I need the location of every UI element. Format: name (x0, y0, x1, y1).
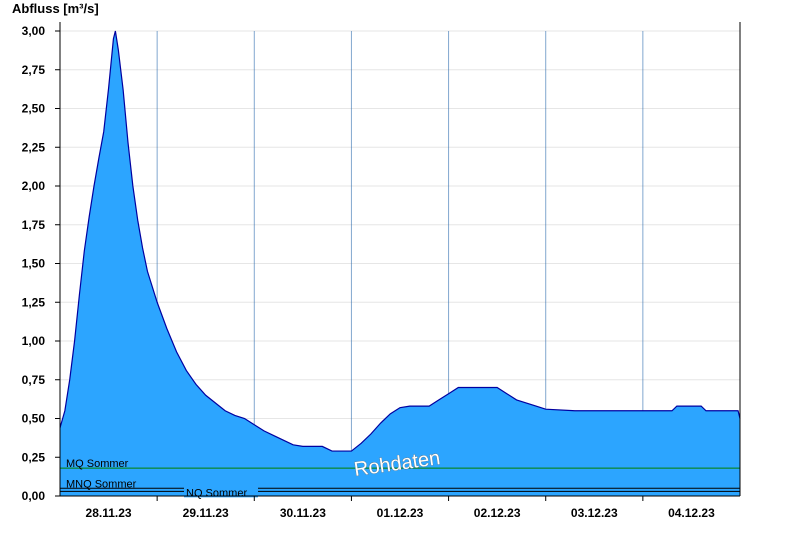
y-tick-label: 1,75 (22, 218, 46, 232)
reference-label-bg (184, 485, 258, 498)
x-tick-label: 04.12.23 (668, 506, 715, 520)
y-tick-label: 2,50 (22, 102, 46, 116)
y-tick-label: 1,00 (22, 334, 46, 348)
x-tick-label: 01.12.23 (377, 506, 424, 520)
x-tick-label: 28.11.23 (86, 506, 132, 520)
y-tick-label: 0,00 (22, 489, 46, 503)
y-tick-label: 1,25 (22, 295, 46, 309)
y-tick-labels: 0,00 0,25 0,50 0,75 1,00 1,25 1,50 1,75 2,00 2,25… (22, 24, 46, 503)
y-axis-label: Abfluss [m³/s] (12, 1, 99, 16)
y-tick-label: 0,75 (22, 373, 46, 387)
x-tick-label: 03.12.23 (571, 506, 618, 520)
reference-label: NQ Sommer (186, 487, 247, 499)
y-tick-label: 2,75 (22, 63, 46, 77)
x-tick-label: 30.11.23 (280, 506, 326, 520)
discharge-line (59, 30, 741, 452)
y-tick-label: 0,25 (22, 450, 46, 464)
discharge-fill (60, 31, 740, 496)
reference-label: MQ Sommer (66, 458, 129, 470)
discharge-area (59, 30, 741, 496)
y-tick-label: 2,25 (22, 140, 46, 154)
x-tick-label: 02.12.23 (474, 506, 521, 520)
y-tick-label: 2,00 (22, 179, 46, 193)
y-tick-label: 0,50 (22, 412, 46, 426)
x-tick-label: 29.11.23 (183, 506, 229, 520)
y-tick-label: 3,00 (22, 24, 46, 38)
y-tick-label: 1,50 (22, 257, 46, 271)
axes (55, 22, 741, 501)
reference-label: MNQ Sommer (66, 478, 137, 490)
x-tick-labels: 28.11.23 29.11.23 30.11.23 01.12.23 02.12.23… (86, 506, 716, 520)
